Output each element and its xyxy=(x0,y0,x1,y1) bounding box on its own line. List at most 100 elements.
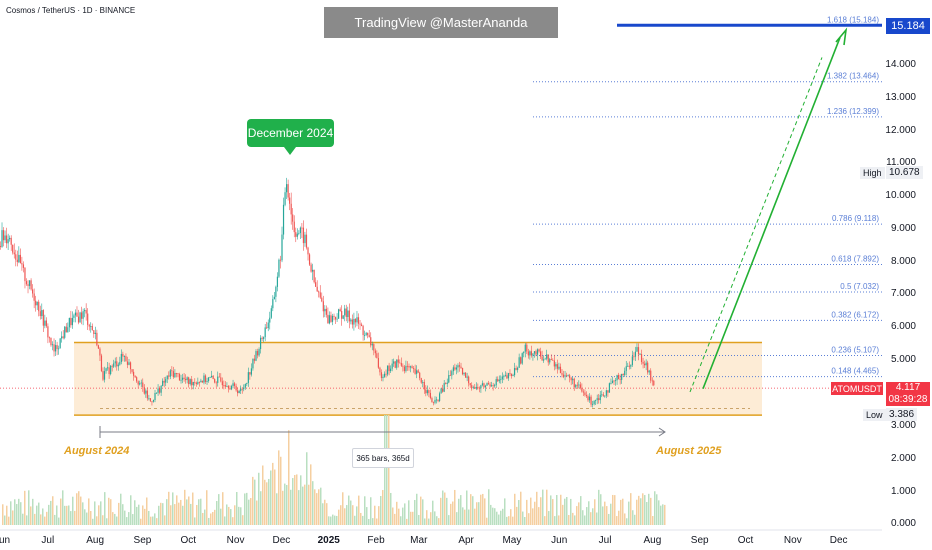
candle-body xyxy=(651,380,653,382)
candle-body xyxy=(517,367,519,370)
volume-bar xyxy=(588,501,590,525)
candle-body xyxy=(596,398,598,400)
x-tick-label: Jun xyxy=(0,535,10,546)
candle-body xyxy=(64,326,66,338)
candle-body xyxy=(463,372,465,375)
candle-body xyxy=(555,364,557,367)
candle-body xyxy=(218,376,220,378)
candle-body xyxy=(273,296,275,300)
candle-body xyxy=(87,313,89,325)
candle-body xyxy=(513,368,516,376)
candle-body xyxy=(640,354,643,362)
volume-bar xyxy=(350,500,352,525)
candle-body xyxy=(644,363,646,366)
y-tick-label: 9.000 xyxy=(891,223,916,234)
x-tick-label: Mar xyxy=(410,535,428,546)
volume-bar xyxy=(450,503,452,525)
candle-body xyxy=(148,398,150,400)
candle-body xyxy=(68,317,70,328)
volume-bar xyxy=(654,491,656,525)
measure-arrowhead xyxy=(658,427,666,437)
volume-bar xyxy=(664,504,666,525)
candle-body xyxy=(501,376,503,380)
candle-body xyxy=(41,310,43,317)
candle-body xyxy=(497,379,499,382)
volume-bar xyxy=(116,516,118,525)
volume-bar xyxy=(184,489,186,525)
fib-level-label: 0.618 (7.892) xyxy=(831,254,879,263)
candle-body xyxy=(51,344,54,346)
candle-body xyxy=(530,351,532,356)
volume-bar xyxy=(372,518,374,525)
volume-bar xyxy=(436,516,438,525)
volume-bar xyxy=(508,516,510,525)
candle-body xyxy=(601,394,603,396)
volume-bar xyxy=(440,497,442,525)
candle-body xyxy=(636,347,638,352)
volume-bar xyxy=(422,499,424,525)
candle-body xyxy=(77,316,80,323)
candle-body xyxy=(97,345,100,349)
volume-bar xyxy=(258,472,260,525)
candle-body xyxy=(602,394,604,396)
candle-body xyxy=(200,380,202,383)
candle-body xyxy=(364,335,366,336)
candle-body xyxy=(1,230,3,247)
candle-body xyxy=(426,390,428,394)
candle-body xyxy=(422,381,424,383)
volume-bar xyxy=(512,516,514,525)
candle-body xyxy=(4,235,6,241)
x-tick-label: Aug xyxy=(86,535,104,546)
candle-body xyxy=(206,380,208,382)
candle-body xyxy=(541,356,543,361)
volume-bar xyxy=(376,518,378,525)
candle-body xyxy=(556,364,559,369)
x-tick-label: May xyxy=(502,535,521,546)
current-price: 4.117 xyxy=(895,382,921,393)
candle-body xyxy=(428,390,430,393)
volume-bar xyxy=(332,514,334,525)
volume-bar xyxy=(206,490,208,525)
target-price-tag: 15.184 xyxy=(886,18,930,34)
y-tick-label: 3.000 xyxy=(891,420,916,431)
volume-bar xyxy=(636,499,638,525)
candle-body xyxy=(653,380,655,386)
volume-bar xyxy=(172,492,174,525)
candle-body xyxy=(628,365,630,367)
volume-bar xyxy=(122,504,124,525)
volume-bar xyxy=(556,495,558,525)
candle-body xyxy=(293,221,295,233)
volume-bar xyxy=(266,482,268,525)
candle-body xyxy=(151,401,153,403)
volume-bar xyxy=(650,497,652,525)
candle-body xyxy=(582,391,585,393)
candle-body xyxy=(267,322,269,329)
candle-body xyxy=(215,382,217,384)
volume-bar xyxy=(582,510,584,525)
volume-bar xyxy=(478,502,480,525)
fib-level-label: 1.618 (15.184) xyxy=(827,15,879,24)
candle-body xyxy=(192,381,194,386)
candle-body xyxy=(84,310,86,312)
volume-bar xyxy=(44,516,46,525)
candle-body xyxy=(562,374,565,377)
candle-body xyxy=(290,203,292,215)
range-start-label: August 2024 xyxy=(64,445,130,457)
volume-bar xyxy=(52,496,54,525)
symbol-label: Cosmos / TetherUS · 1D · BINANCE xyxy=(6,6,136,15)
volume-bar xyxy=(178,502,180,525)
volume-bar xyxy=(618,510,620,525)
candle-body xyxy=(475,386,477,389)
candle-body xyxy=(552,359,554,361)
candle-body xyxy=(414,368,416,374)
candle-body xyxy=(492,385,494,387)
candle-body xyxy=(152,400,155,402)
fib-level-label: 1.236 (12.399) xyxy=(827,107,879,116)
candle-body xyxy=(448,375,450,383)
candle-body xyxy=(307,247,309,255)
volume-bar xyxy=(2,504,4,525)
volume-bar xyxy=(302,486,304,525)
volume-bar xyxy=(338,509,340,525)
candle-body xyxy=(607,390,609,393)
